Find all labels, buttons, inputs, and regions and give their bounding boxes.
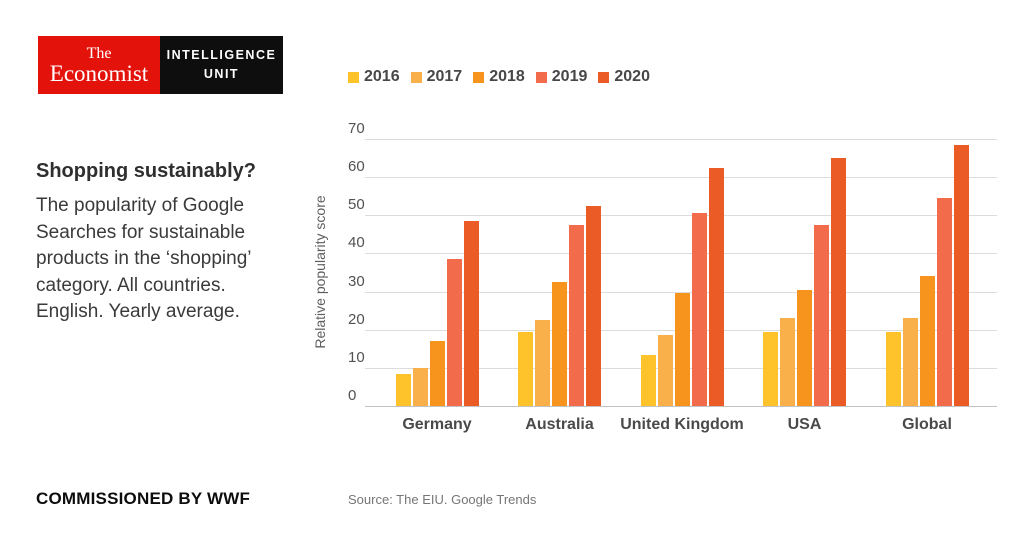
intelligence-unit-panel: INTELLIGENCE UNIT <box>160 36 283 94</box>
y-axis-title: Relative popularity score <box>312 195 328 349</box>
gridline-60 <box>365 177 997 179</box>
bar-usa-2017 <box>780 318 795 406</box>
legend-item-2019: 2019 <box>535 68 588 86</box>
x-category-label-usa: USA <box>787 416 822 433</box>
bar-group-usa <box>763 139 846 406</box>
bar-global-2018 <box>919 276 935 406</box>
bar-usa-2018 <box>797 289 812 406</box>
x-category-label-global: Global <box>902 416 952 433</box>
masthead-line-the: The <box>86 44 112 62</box>
bar-united-kingdom-2020 <box>708 167 724 406</box>
y-tick-label-20: 20 <box>348 310 365 328</box>
bar-global-2019 <box>936 198 952 406</box>
bar-australia-2020 <box>586 205 601 406</box>
legend-swatch-icon-2020 <box>598 71 610 83</box>
bar-australia-2019 <box>569 224 584 406</box>
legend-item-2016: 2016 <box>348 68 400 86</box>
gridline-0 <box>365 406 997 407</box>
y-tick-label-40: 40 <box>348 234 365 252</box>
bar-germany-2019 <box>446 259 462 406</box>
bar-global-2020 <box>953 144 969 406</box>
bar-united-kingdom-2018 <box>674 293 690 406</box>
legend-swatch-icon-2017 <box>410 71 422 83</box>
bar-group-united-kingdom <box>640 139 724 406</box>
legend-item-2017: 2017 <box>410 68 463 86</box>
bar-united-kingdom-2016 <box>640 354 656 406</box>
x-category-label-united-kingdom: United Kingdom <box>620 416 744 433</box>
y-tick-label-0: 0 <box>348 387 357 404</box>
bar-group-global <box>885 139 969 406</box>
bar-usa-2019 <box>814 224 829 406</box>
bar-usa-2020 <box>831 158 846 406</box>
economist-masthead: The Economist <box>38 36 160 94</box>
gridline-50 <box>365 215 997 217</box>
bar-australia-2017 <box>535 320 550 406</box>
gridline-30 <box>365 291 997 293</box>
commissioned-by-wwf-label: COMMISSIONED BY WWF <box>36 489 251 508</box>
bar-germany-2020 <box>463 221 479 406</box>
bar-united-kingdom-2017 <box>657 335 673 406</box>
bar-australia-2018 <box>552 282 567 406</box>
bar-group-australia <box>518 139 601 406</box>
bar-global-2016 <box>885 331 901 406</box>
legend-label-2019: 2019 <box>551 68 588 85</box>
masthead-line-economist: Economist <box>49 60 149 86</box>
bar-group-germany <box>395 139 479 406</box>
legend-label-2017: 2017 <box>426 68 463 85</box>
gridline-70 <box>365 139 997 140</box>
bar-australia-2016 <box>518 331 533 406</box>
legend-swatch-icon-2016 <box>348 71 359 83</box>
x-category-label-germany: Germany <box>402 416 472 433</box>
chart-description: The popularity of Google Searches for su… <box>36 195 252 322</box>
bar-germany-2017 <box>412 367 428 406</box>
chart-legend: 2016 2017 2018 2019 2020 <box>348 68 650 86</box>
legend-label-2018: 2018 <box>489 68 525 85</box>
gridline-40 <box>365 253 997 255</box>
y-tick-label-30: 30 <box>348 272 365 290</box>
chart-headline: Shopping sustainably? <box>36 160 257 182</box>
legend-swatch-icon-2018 <box>473 71 485 83</box>
bar-united-kingdom-2019 <box>691 213 707 406</box>
y-tick-label-10: 10 <box>348 348 365 366</box>
y-tick-label-50: 50 <box>348 196 365 214</box>
unit-line-unit: UNIT <box>203 67 240 81</box>
bar-germany-2016 <box>395 373 411 406</box>
legend-item-2020: 2020 <box>598 68 650 86</box>
legend-label-2020: 2020 <box>614 68 650 85</box>
y-tick-label-60: 60 <box>348 158 365 176</box>
unit-line-intelligence: INTELLIGENCE <box>166 48 277 62</box>
bar-usa-2016 <box>763 331 778 406</box>
x-category-label-australia: Australia <box>525 416 594 433</box>
y-tick-label-70: 70 <box>348 120 365 137</box>
legend-item-2018: 2018 <box>473 68 525 86</box>
source-note: Source: The EIU. Google Trends <box>348 492 537 507</box>
legend-swatch-icon-2019 <box>535 71 547 83</box>
legend-label-2016: 2016 <box>364 68 400 85</box>
bar-global-2017 <box>902 318 918 406</box>
bar-germany-2018 <box>429 341 445 406</box>
economist-intelligence-unit-logo: The Economist INTELLIGENCE UNIT <box>38 36 283 94</box>
